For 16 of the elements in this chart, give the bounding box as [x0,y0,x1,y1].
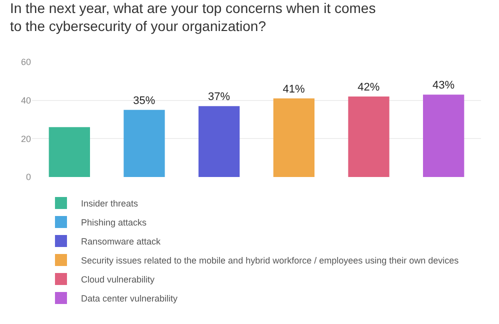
legend-label: Data center vulnerability [80,294,178,304]
legend-label: Insider threats [80,198,139,209]
legend-label: Cloud vulnerability [80,274,156,285]
legend-label: Ransomware attack [80,236,162,247]
y-tick-label: 20 [20,134,31,144]
chart-title: In the next year, what are your top concerns when it comes to the cybersecurity of your organization? [10,0,376,34]
y-tick-label: 40 [20,95,31,106]
y-tick-label: 0 [26,172,31,182]
data-label: 43% [432,80,455,92]
data-label: 42% [358,82,380,94]
data-label: 41% [282,83,306,96]
data-label: 37% [208,91,230,104]
data-label: 35% [133,94,156,107]
legend-label: Phishing attacks [80,218,148,228]
legend-label: Security issues related to the mobile and hybrid workforce / employees using their own devices [80,256,460,266]
y-tick-label: 60 [20,57,31,68]
